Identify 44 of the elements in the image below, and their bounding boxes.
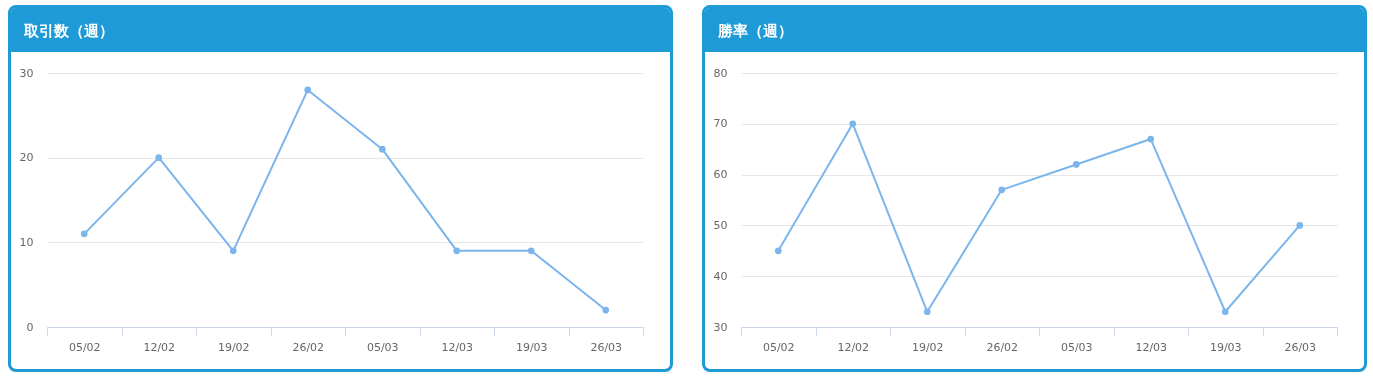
x-tick-label: 26/02: [292, 340, 325, 354]
y-tick-label: 30: [713, 320, 728, 334]
y-tick-label: 80: [713, 66, 728, 80]
x-tick-label: 05/02: [68, 340, 101, 354]
x-tick-label: 26/02: [986, 340, 1019, 354]
y-tick-label: 30: [19, 66, 34, 80]
x-tick-label: 12/03: [1135, 340, 1168, 354]
point: [602, 306, 610, 314]
point: [849, 120, 857, 128]
point: [1296, 222, 1304, 229]
y-tick-label: 60: [713, 168, 728, 182]
x-tick-label: 26/03: [590, 340, 623, 354]
x-tick-label: 19/03: [1209, 340, 1242, 354]
x-tick-label: 05/03: [1060, 340, 1093, 354]
y-tick-label: 0: [26, 320, 34, 334]
chart-title: 取引数（週）: [11, 8, 670, 52]
y-tick-label: 70: [713, 117, 728, 131]
point: [998, 186, 1006, 194]
chart-title: 勝率（週）: [705, 8, 1364, 52]
y-tick-label: 50: [713, 218, 728, 232]
x-tick-label: 12/02: [837, 340, 870, 354]
x-tick-label: 19/02: [217, 340, 250, 354]
point: [304, 86, 312, 94]
y-tick-label: 10: [19, 235, 34, 249]
x-tick-label: 19/03: [515, 340, 548, 354]
point: [453, 247, 461, 255]
point: [80, 230, 88, 238]
point: [1072, 161, 1080, 168]
x-tick-label: 12/03: [441, 340, 474, 354]
point: [1147, 135, 1155, 143]
y-tick-label: 40: [713, 269, 728, 283]
y-tick-label: 20: [19, 151, 34, 165]
x-tick-label: 26/03: [1284, 340, 1317, 354]
point: [774, 247, 782, 255]
x-tick-label: 19/02: [911, 340, 944, 354]
x-tick-label: 12/02: [143, 340, 176, 354]
point: [1221, 308, 1229, 316]
x-tick-label: 05/03: [366, 340, 399, 354]
point: [527, 247, 535, 255]
point: [378, 145, 386, 153]
point: [229, 247, 237, 255]
x-tick-label: 05/02: [762, 340, 795, 354]
point: [923, 308, 931, 316]
point: [155, 154, 163, 162]
